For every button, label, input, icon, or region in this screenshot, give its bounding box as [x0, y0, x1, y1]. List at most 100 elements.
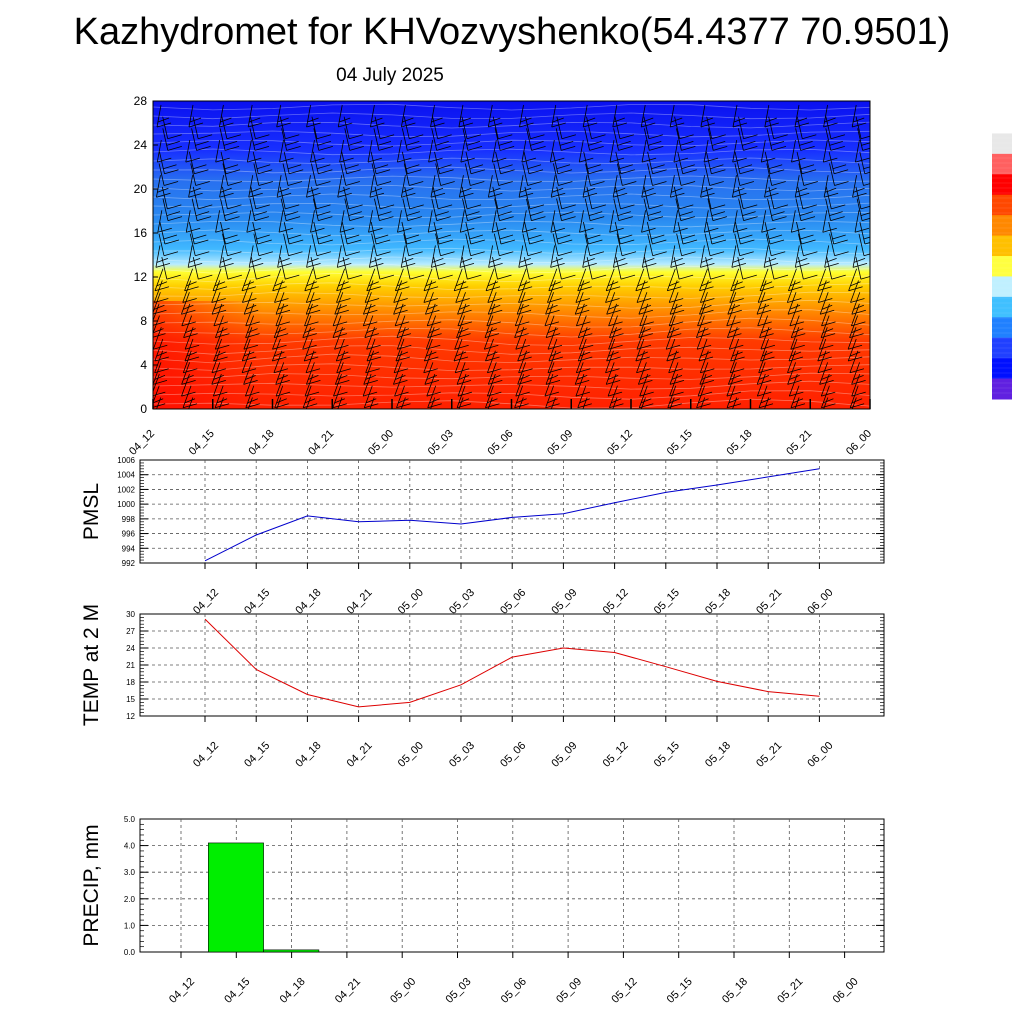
g-temp-y-tick-label: 21: [126, 661, 135, 670]
colorbar-swatch: [992, 133, 1012, 155]
section-y-tick-label: 12: [134, 270, 148, 284]
section-contour: [153, 309, 870, 319]
wind-barb: [586, 186, 606, 210]
g-pmsl-y-tick-label: 1000: [117, 500, 135, 509]
section-y-tick-label: 4: [140, 358, 147, 372]
wind-barb: [585, 163, 605, 186]
wind-barb: [668, 350, 683, 374]
wind-barb: [738, 116, 758, 140]
section-contour: [153, 148, 870, 156]
wind-barb: [521, 210, 537, 233]
wind-barb: [641, 210, 656, 233]
g-temp-y-tick-label: 15: [126, 695, 135, 704]
wind-barb: [851, 373, 866, 397]
g-pmsl-x-tick-label: 04_21: [345, 587, 375, 617]
g-precip-x-tick-label: 05_00: [388, 976, 418, 1006]
colorbar-swatch: [992, 194, 1012, 216]
wind-barb: [728, 327, 744, 350]
section-contour: [153, 390, 870, 400]
wind-barb: [491, 210, 507, 233]
wind-barb: [246, 140, 262, 163]
g-temp-y-tick-label: 24: [126, 644, 135, 653]
g-temp-x-tick-label: 05_06: [498, 740, 528, 770]
section-x-tick-label: 04_18: [247, 428, 277, 458]
wind-barb: [852, 175, 867, 198]
g-pmsl-x-tick-label: 05_18: [703, 587, 733, 617]
section-contour: [153, 345, 870, 355]
wind-barb: [311, 116, 332, 140]
colorbar-swatch: [992, 256, 1012, 277]
wind-barb: [795, 128, 815, 151]
wind-barb: [859, 151, 870, 175]
g-temp-x-tick-label: 05_03: [447, 740, 477, 770]
wind-barb: [431, 198, 451, 221]
wind-barb: [798, 163, 818, 186]
wind-barb: [732, 210, 748, 233]
g-pmsl-y-tick-label: 1002: [117, 485, 135, 494]
wind-barb: [344, 128, 364, 151]
section-x-tick-label: 04_21: [306, 428, 336, 458]
wind-barb: [734, 221, 755, 245]
wind-barb: [669, 362, 685, 385]
wind-barb: [396, 327, 412, 350]
section-contour: [153, 184, 870, 192]
wind-barb: [243, 292, 259, 315]
colorbar-swatch: [992, 113, 1012, 134]
wind-barb: [454, 327, 469, 350]
wind-barb: [153, 362, 168, 385]
wind-barb: [191, 198, 212, 221]
wind-barb: [395, 268, 410, 292]
wind-barb: [555, 128, 576, 151]
wind-barb: [760, 140, 776, 163]
wind-barb: [514, 303, 530, 327]
wind-barb: [158, 233, 179, 257]
wind-barb: [699, 268, 714, 292]
wind-barb: [400, 175, 416, 198]
wind-barb: [363, 362, 378, 385]
wind-barb: [253, 163, 273, 186]
wind-barb: [370, 151, 391, 175]
wind-barb: [767, 198, 787, 221]
wind-barb: [761, 210, 776, 233]
wind-barb: [669, 292, 685, 315]
wind-barb: [704, 163, 724, 186]
g-precip-x-tick-label: 04_12: [167, 976, 197, 1006]
wind-barb: [556, 186, 576, 210]
wind-barb: [605, 280, 620, 303]
section-contour: [153, 157, 870, 165]
wind-barb: [641, 140, 657, 163]
wind-barb: [273, 315, 289, 338]
g-temp-x-tick-label: 05_12: [601, 740, 631, 770]
wind-barb: [522, 163, 542, 186]
wind-barb: [756, 292, 772, 315]
section-y-tick-label: 16: [134, 226, 148, 240]
section-x-tick-label: 05_03: [426, 428, 456, 458]
wind-barb: [578, 140, 594, 163]
section-contour: [153, 291, 870, 299]
g-temp-x-tick-label: 04_15: [242, 740, 272, 770]
wind-barb: [279, 186, 300, 210]
wind-barb: [245, 373, 260, 397]
section-contour: [153, 103, 870, 111]
section-contour: [153, 238, 870, 246]
wind-barb: [548, 268, 563, 292]
g-pmsl-x-tick-label: 05_09: [549, 587, 579, 617]
wind-barb: [616, 163, 637, 186]
wind-barb: [182, 350, 198, 374]
section-contour: [153, 372, 870, 380]
wind-barb: [153, 327, 168, 350]
wind-barb: [245, 385, 260, 409]
wind-barb: [789, 303, 805, 327]
wind-barb: [797, 186, 817, 210]
wind-barb: [850, 280, 865, 303]
wind-barb: [703, 140, 719, 163]
wind-barb: [184, 338, 200, 362]
section-x-tick-label: 04_12: [127, 428, 157, 458]
wind-barb: [332, 303, 348, 327]
wind-barb: [586, 116, 606, 140]
g-temp-x-tick-label: 05_21: [754, 740, 784, 770]
wind-barb: [605, 350, 620, 374]
wind-barb: [219, 175, 234, 198]
wind-barb: [821, 385, 836, 409]
section-x-tick-label: 06_00: [844, 428, 874, 458]
